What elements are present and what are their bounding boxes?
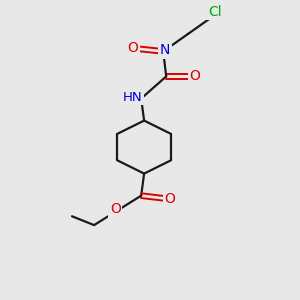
- Text: O: O: [189, 69, 200, 83]
- Text: O: O: [128, 41, 138, 56]
- Text: O: O: [110, 202, 121, 216]
- Text: Cl: Cl: [208, 5, 222, 19]
- Text: N: N: [160, 43, 170, 57]
- Text: O: O: [164, 192, 175, 206]
- Text: HN: HN: [123, 91, 143, 103]
